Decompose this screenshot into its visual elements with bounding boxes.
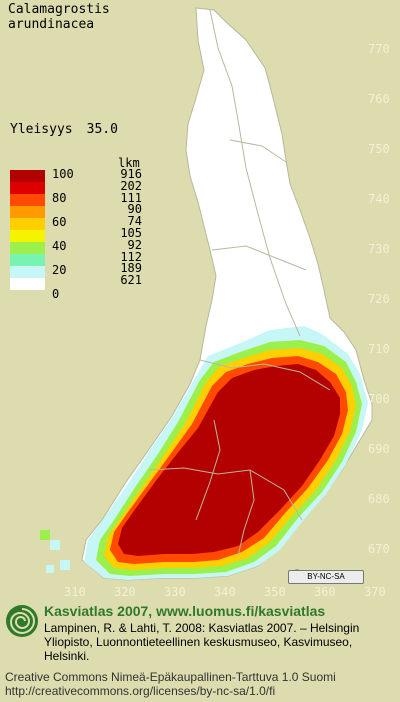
lat-label: 710 [368,342,390,356]
lat-label: 730 [368,242,390,256]
legend-swatch [10,266,45,278]
lat-label: 770 [368,42,390,56]
legend-scale: 100 80 60 40 20 0 [52,167,74,301]
lon-label: 370 [364,585,386,599]
kasviatlas-logo-icon [6,605,38,637]
legend-swatch [10,170,45,182]
frequency-label: Yleisyys 35.0 [10,122,118,137]
legend-swatch [10,242,45,254]
species-name: Calamagrostis arundinacea [8,2,110,32]
lat-label: 760 [368,92,390,106]
legend-swatch [10,206,45,218]
legend-swatch [10,254,45,266]
legend-colors [10,170,45,290]
license-badge: BY-NC-SA [288,570,364,584]
lon-label: 310 [64,585,86,599]
region-borders [149,9,331,557]
lat-label: 740 [368,192,390,206]
lon-label: 360 [314,585,336,599]
legend-swatch [10,194,45,206]
lat-label: 690 [368,442,390,456]
footer-citation: Lampinen, R. & Lahti, T. 2008: Kasviatla… [44,621,360,663]
legend-counts: 916 202 111 90 74 105 92 112 189 621 [120,167,142,288]
lat-label: 700 [368,392,390,406]
lon-label: 330 [164,585,186,599]
lon-label: 320 [114,585,136,599]
lon-label: 350 [264,585,286,599]
lat-label: 680 [368,492,390,506]
legend-swatch [10,230,45,242]
legend-swatch [10,218,45,230]
footer-title: Kasviatlas 2007, www.luomus.fi/kasviatla… [44,603,326,619]
lon-label: 340 [214,585,236,599]
distribution-map: cc [40,7,373,583]
lat-label: 720 [368,292,390,306]
legend-swatch [10,278,45,290]
lat-label: 670 [368,542,390,556]
legend-swatch [10,182,45,194]
lat-label: 750 [368,142,390,156]
legend-count-title: lkm [118,156,140,170]
footer-license: Creative Commons Nimeä-Epäkaupallinen-Ta… [5,670,336,698]
